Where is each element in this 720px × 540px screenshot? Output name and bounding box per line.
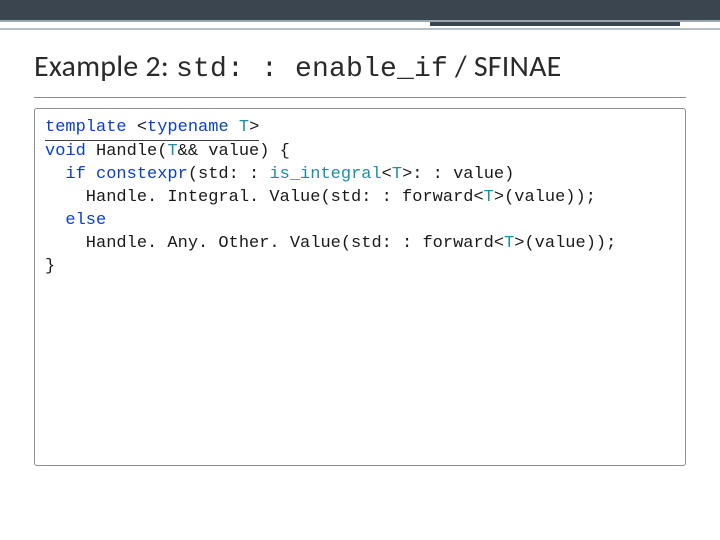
code-token — [45, 165, 65, 184]
title-mono: std: : enable_if — [176, 54, 448, 85]
code-token: else — [65, 211, 106, 230]
code-token: < — [137, 117, 147, 141]
code-token: T — [504, 234, 514, 253]
slide-title: Example 2: std: : enable_if / SFINAE — [34, 48, 686, 85]
code-token: T — [392, 165, 402, 184]
title-prefix: Example 2: — [34, 48, 176, 85]
code-token — [45, 211, 65, 230]
title-underline — [34, 97, 686, 98]
code-token: T — [167, 142, 177, 161]
code-token: T — [484, 188, 494, 207]
code-token: > — [249, 117, 259, 141]
code-token: T — [239, 117, 249, 141]
code-line: Handle. Integral. Value(std: : forward<T… — [45, 187, 675, 210]
code-line: else — [45, 210, 675, 233]
code-token: typename — [147, 117, 229, 141]
code-token: >: : value) — [402, 165, 514, 184]
code-token: Handle. Any. Other. Value(std: : forward… — [45, 234, 504, 253]
code-token: (std: : — [188, 165, 270, 184]
code-token: >(value)); — [494, 188, 596, 207]
code-line: Handle. Any. Other. Value(std: : forward… — [45, 233, 675, 256]
code-line: } — [45, 256, 675, 279]
code-token: void — [45, 142, 86, 161]
code-line: template <typename T> — [45, 117, 675, 141]
code-token: Handle. Integral. Value(std: : forward< — [45, 188, 484, 207]
code-token: < — [382, 165, 392, 184]
slide-top-bar — [0, 0, 720, 22]
code-token — [229, 117, 239, 141]
code-token: Handle( — [86, 142, 168, 161]
code-line: void Handle(T&& value) { — [45, 141, 675, 164]
code-token: is_integral — [269, 165, 381, 184]
slide-body: Example 2: std: : enable_if / SFINAE tem… — [0, 30, 720, 466]
code-block: template <typename T>void Handle(T&& val… — [34, 108, 686, 466]
title-suffix: / SFINAE — [448, 48, 561, 85]
code-token: } — [45, 257, 55, 276]
code-token: if constexpr — [65, 165, 187, 184]
code-token: >(value)); — [514, 234, 616, 253]
code-line: if constexpr(std: : is_integral<T>: : va… — [45, 164, 675, 187]
code-token: && value) { — [178, 142, 290, 161]
code-token: template — [45, 117, 137, 141]
